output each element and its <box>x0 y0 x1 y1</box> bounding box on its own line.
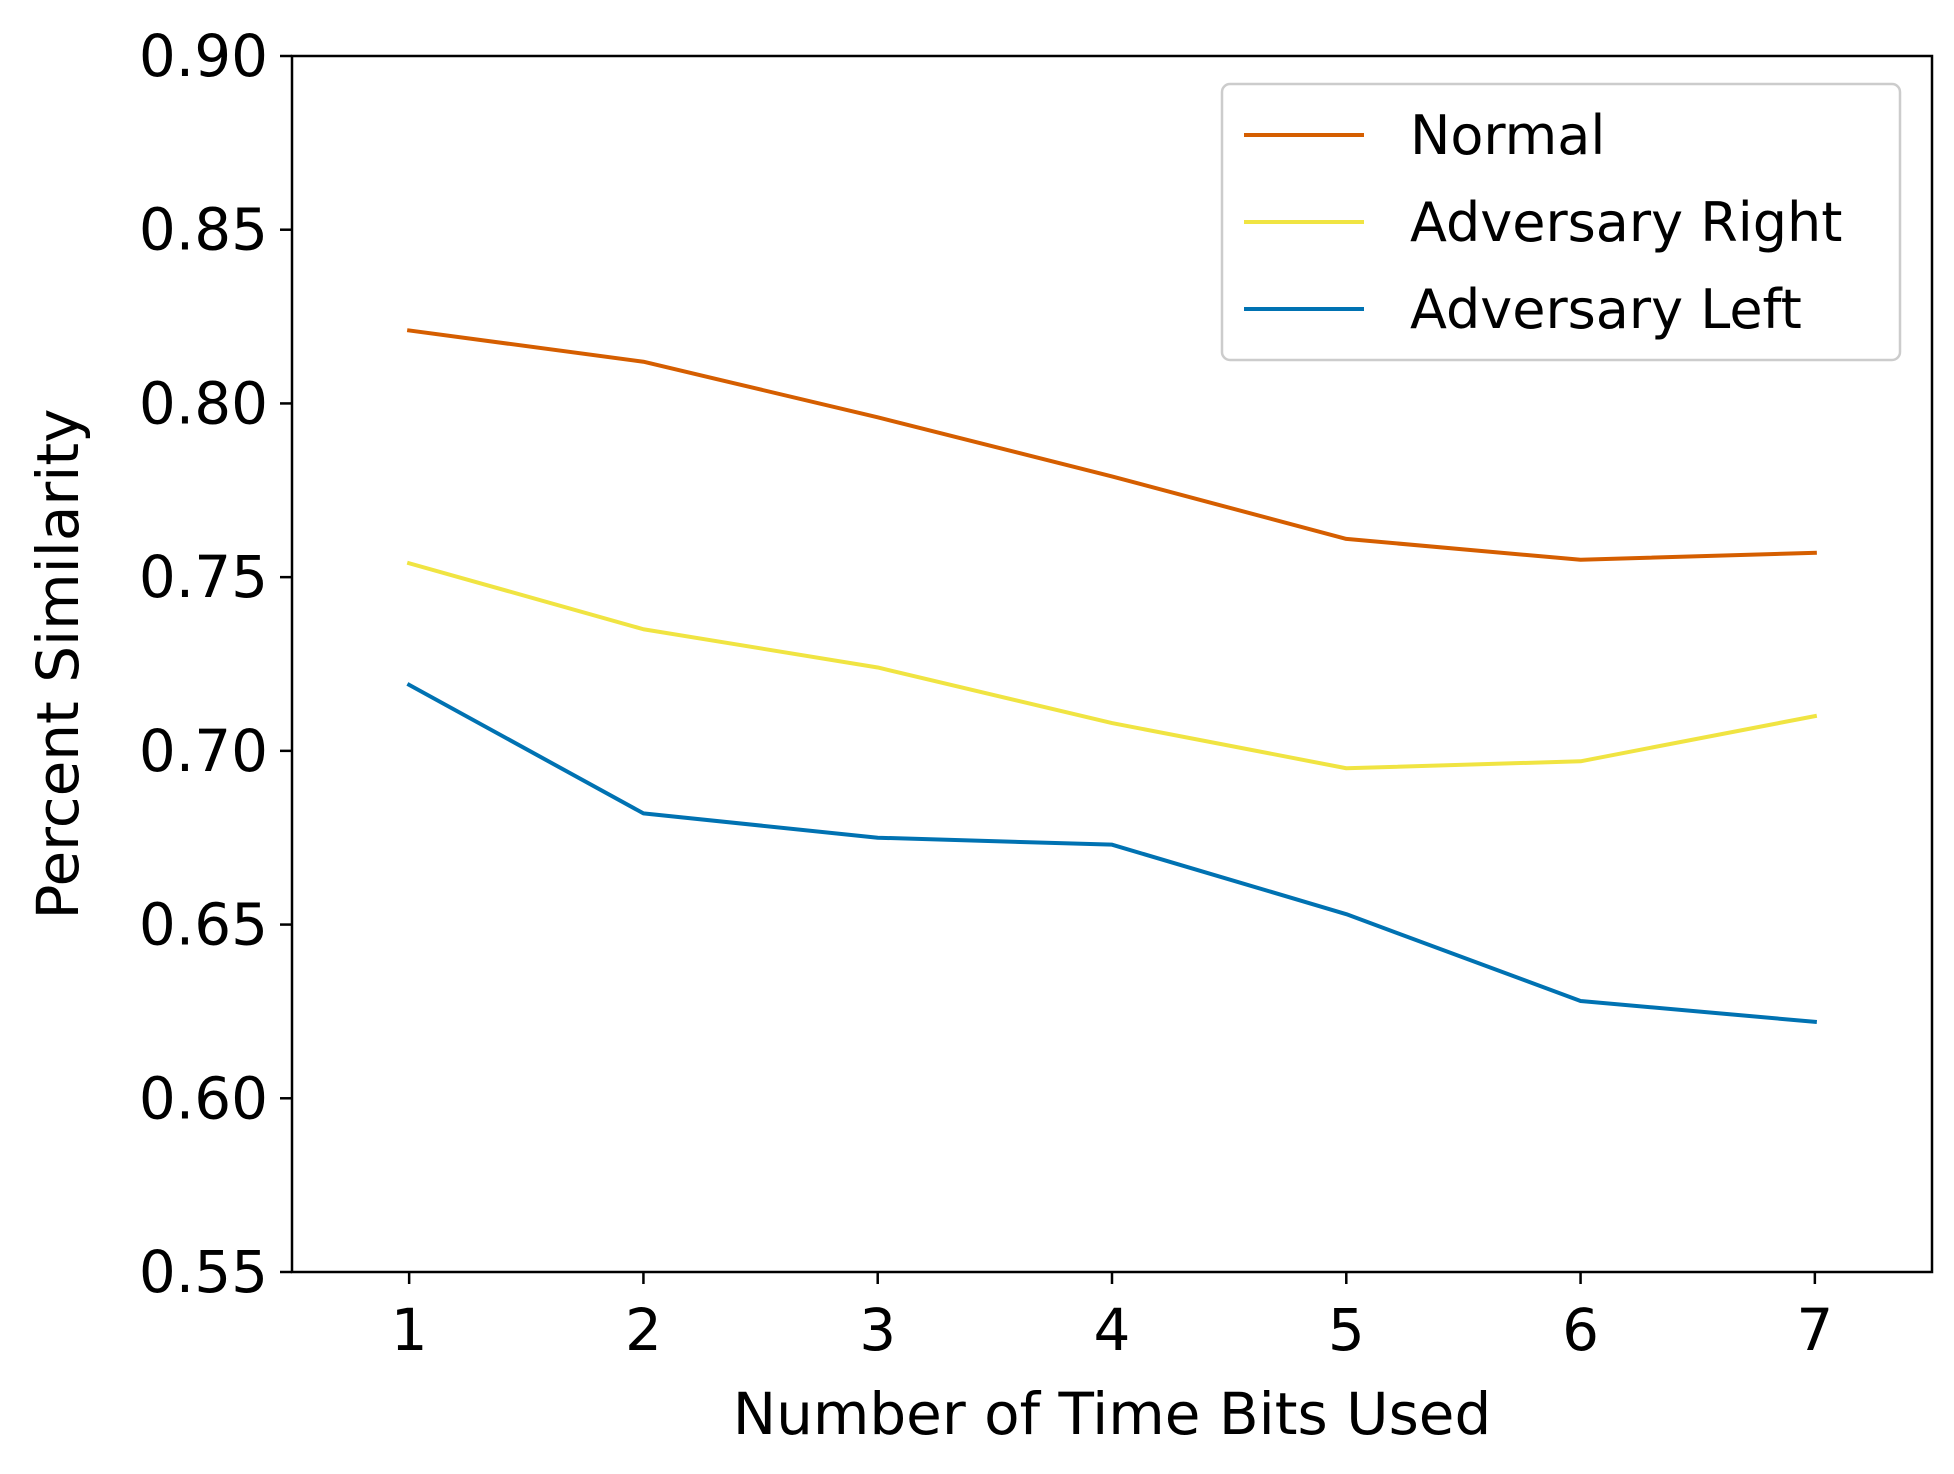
y-tick-label: 0.65 <box>139 891 268 959</box>
y-tick-label: 0.55 <box>139 1238 268 1306</box>
x-tick-label: 4 <box>1094 1296 1131 1364</box>
series-line-normal <box>406 328 1817 562</box>
legend-label: Adversary Right <box>1410 191 1842 254</box>
x-axis-label: Number of Time Bits Used <box>733 1380 1492 1448</box>
y-tick-label: 0.60 <box>139 1064 268 1132</box>
y-tick-label: 0.80 <box>139 369 268 437</box>
x-axis: 1 2 3 4 5 6 7 <box>391 1272 1833 1364</box>
y-axis-label: Percent Similarity <box>24 409 92 920</box>
x-tick-label: 1 <box>391 1296 428 1364</box>
series-line-adversary-right <box>406 560 1818 771</box>
x-tick-label: 3 <box>859 1296 896 1364</box>
x-tick-label: 2 <box>625 1296 662 1364</box>
legend-box <box>1220 82 1902 362</box>
x-tick-label: 7 <box>1796 1296 1833 1364</box>
y-axis: 0.55 0.60 0.65 0.70 0.75 0.80 0.85 0.90 <box>139 22 292 1306</box>
x-tick-label: 6 <box>1562 1296 1599 1364</box>
series-line-adversary-left <box>406 682 1818 1025</box>
y-tick-label: 0.75 <box>139 543 268 611</box>
legend: Normal Adversary Right Adversary Left <box>1220 82 1902 362</box>
y-tick-label: 0.85 <box>139 196 268 264</box>
series-layer <box>406 328 1818 1025</box>
x-tick-label: 5 <box>1328 1296 1365 1364</box>
legend-label: Adversary Left <box>1410 278 1802 341</box>
y-tick-label: 0.90 <box>139 22 268 90</box>
y-tick-label: 0.70 <box>139 717 268 785</box>
legend-label: Normal <box>1410 104 1605 167</box>
